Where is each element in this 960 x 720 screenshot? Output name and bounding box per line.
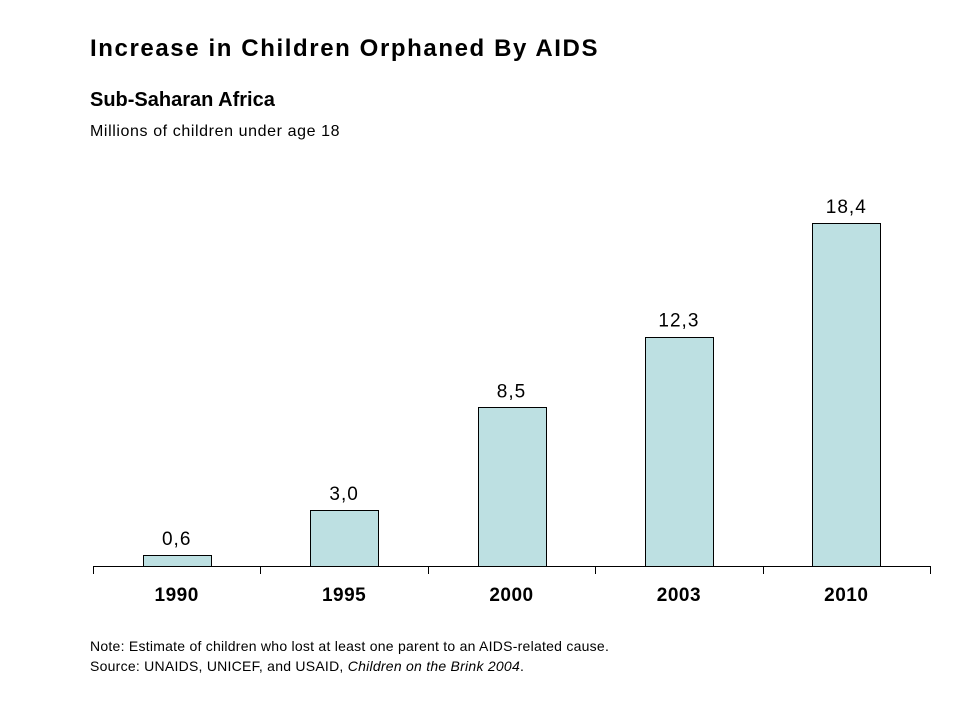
x-tick-label-1990: 1990 bbox=[155, 585, 199, 606]
source-prefix: Source: UNAIDS, UNICEF, and USAID, bbox=[90, 658, 348, 674]
data-label-1990: 0,6 bbox=[162, 529, 191, 550]
data-label-2010: 18,4 bbox=[826, 197, 867, 218]
bar-1995 bbox=[310, 510, 379, 567]
chart-title: Increase in Children Orphaned By AIDS bbox=[90, 35, 600, 62]
source-suffix: . bbox=[520, 658, 525, 674]
source-publication-title: Children on the Brink 2004 bbox=[347, 658, 520, 674]
bar-2010 bbox=[812, 223, 881, 567]
footnote-note: Note: Estimate of children who lost at l… bbox=[90, 638, 610, 654]
data-labels: 0,6 3,0 8,5 12,3 18,4 bbox=[162, 197, 867, 550]
data-label-1995: 3,0 bbox=[329, 484, 358, 505]
bar-2003 bbox=[645, 337, 714, 567]
y-units-label: Millions of children under age 18 bbox=[90, 123, 341, 140]
bar-1990 bbox=[143, 555, 212, 567]
x-tick-label-1995: 1995 bbox=[322, 585, 366, 606]
chart-subtitle: Sub-Saharan Africa bbox=[90, 89, 275, 111]
x-axis: 1990 1995 2000 2003 2010 bbox=[93, 566, 931, 606]
footnote-source: Source: UNAIDS, UNICEF, and USAID, Child… bbox=[90, 659, 524, 673]
x-tick-label-2010: 2010 bbox=[824, 585, 868, 606]
x-tick-label-2003: 2003 bbox=[657, 585, 701, 606]
bar-2000 bbox=[478, 407, 547, 567]
x-tick-label-2000: 2000 bbox=[489, 585, 533, 606]
data-label-2000: 8,5 bbox=[497, 382, 526, 403]
data-label-2003: 12,3 bbox=[658, 311, 699, 332]
bars bbox=[143, 223, 881, 567]
